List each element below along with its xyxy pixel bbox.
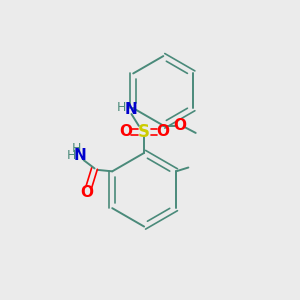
Text: O: O <box>156 124 169 139</box>
Text: H: H <box>117 100 126 113</box>
Text: H: H <box>66 149 76 162</box>
Text: O: O <box>173 118 186 133</box>
Text: S: S <box>138 123 150 141</box>
Text: H: H <box>72 142 82 155</box>
Text: O: O <box>119 124 132 139</box>
Text: O: O <box>81 185 94 200</box>
Text: N: N <box>74 148 86 163</box>
Text: N: N <box>124 102 137 117</box>
